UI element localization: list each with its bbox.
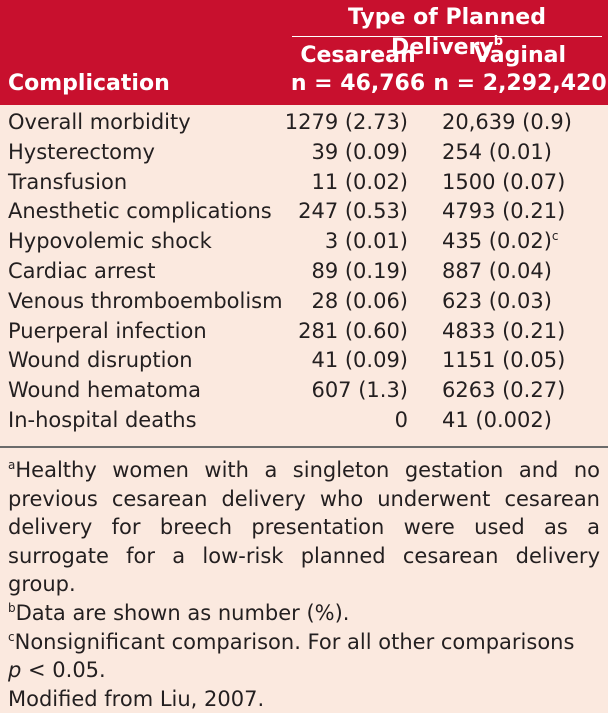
cesarean-value: 281 (0.60) [298,318,408,343]
vaginal-value: 4793 (0.21) [442,199,566,224]
table-row: Wound hematoma 607 (1.3) 6263 (0.27) [0,376,608,406]
table-row: In-hospital deaths 0 41 (0.002) [0,406,608,436]
cesarean-value: 607 (1.3) [311,378,408,403]
column-header-vaginal: Vaginal n = 2,292,420 [432,42,608,98]
table-row: Transfusion 11 (0.02) 1500 (0.07) [0,168,608,198]
footnote-c: cNonsignificant comparison. For all othe… [8,628,600,685]
footnote-marker: c [8,629,15,644]
table-row: Puerperal infection 281 (0.60) 4833 (0.21) [0,317,608,347]
table-body: Overall morbidity 1279 (2.73) 20,639 (0.9)… [0,108,608,436]
cesarean-value: 3 (0.01) [324,229,408,254]
table-row: Hypovolemic shock 3 (0.01) 435 (0.02)c [0,227,608,257]
vaginal-value: 41 (0.002) [442,407,552,432]
complication-name: Wound hematoma [8,378,201,403]
column-n: n = 2,292,420 [433,71,607,96]
vaginal-value-cell: 1500 (0.07) [442,168,565,198]
footnotes: aHealthy women with a singleton gestatio… [8,456,600,713]
complication-name: Venous thromboembolism [8,288,283,313]
cesarean-value: 41 (0.09) [311,348,408,373]
complication-name: Overall morbidity [8,110,191,134]
p-symbol: p [8,658,22,683]
vaginal-value-cell: 435 (0.02)c [442,227,559,257]
vaginal-value: 6263 (0.27) [442,378,566,403]
footnote-text: Healthy women with a singleton gestation… [8,458,600,597]
vaginal-value-cell: 887 (0.04) [442,257,552,287]
cesarean-value: 11 (0.02) [311,169,408,194]
cesarean-value: 1279 (2.73) [284,110,408,134]
vaginal-value-cell: 4793 (0.21) [442,197,565,227]
vaginal-value: 1151 (0.05) [442,348,566,373]
table-row: Cardiac arrest 89 (0.19) 887 (0.04) [0,257,608,287]
p-value: < 0.05. [21,658,106,683]
complication-name: Puerperal infection [8,318,207,343]
footnote-marker: a [8,458,16,472]
column-n: n = 46,766 [290,71,426,96]
footnote-text: Data are shown as number (%). [15,600,350,625]
table-row: Overall morbidity 1279 (2.73) 20,639 (0.9) [0,108,608,138]
vaginal-value: 20,639 (0.9) [442,110,572,134]
header-rule [292,36,602,37]
complication-name: In-hospital deaths [8,407,197,432]
vaginal-value: 254 (0.01) [442,139,552,164]
complication-name: Hypovolemic shock [8,229,212,254]
table-row: Hysterectomy 39 (0.09) 254 (0.01) [0,138,608,168]
vaginal-value-cell: 4833 (0.21) [442,317,565,347]
complication-name: Anesthetic complications [8,199,272,224]
cesarean-value: 39 (0.09) [311,139,408,164]
column-label: Vaginal [473,43,566,68]
column-header-complication: Complication [8,71,170,96]
footnote-divider [0,446,608,448]
complication-name: Hysterectomy [8,139,155,164]
vaginal-value-cell: 623 (0.03) [442,287,552,317]
cesarean-value: 28 (0.06) [311,288,408,313]
vaginal-value: 623 (0.03) [442,288,552,313]
column-group-title: Type of Planned Deliveryb [292,3,602,63]
footnote-b: bData are shown as number (%). [8,599,600,628]
table-row: Venous thromboembolism 28 (0.06) 623 (0.03… [0,287,608,317]
source-note: Modified from Liu, 2007. [8,686,265,711]
vaginal-value-cell: 20,639 (0.9) [442,108,572,138]
table-row: Anesthetic complications 247 (0.53) 4793 (… [0,197,608,227]
vaginal-value-cell: 254 (0.01) [442,138,552,168]
table-row: Wound disruption 41 (0.09) 1151 (0.05) [0,346,608,376]
vaginal-value: 4833 (0.21) [442,318,566,343]
footnote-marker: b [493,34,504,49]
vaginal-value: 887 (0.04) [442,258,552,283]
cesarean-value: 89 (0.19) [311,258,408,283]
vaginal-value-cell: 41 (0.002) [442,406,552,436]
complication-name: Wound disruption [8,348,193,373]
table-header: Type of Planned Deliveryb Cesarean n = 4… [0,0,608,105]
vaginal-value-cell: 6263 (0.27) [442,376,565,406]
footnote-text: Nonsignificant comparison. For all other… [14,629,575,654]
complication-name: Cardiac arrest [8,258,156,283]
cesarean-value: 0 [394,407,408,432]
cesarean-value: 247 (0.53) [298,199,408,224]
column-header-cesarean: Cesarean n = 46,766 [278,42,438,98]
column-label: Cesarean [300,43,416,68]
column-group-title-text: Type of Planned Delivery [348,5,546,60]
footnote-a: aHealthy women with a singleton gestatio… [8,456,600,599]
complication-name: Transfusion [8,169,128,194]
footnote-marker: c [551,229,559,244]
vaginal-value: 1500 (0.07) [442,169,566,194]
footnote-marker: b [8,600,16,615]
vaginal-value-cell: 1151 (0.05) [442,346,565,376]
vaginal-value: 435 (0.02) [442,229,552,254]
